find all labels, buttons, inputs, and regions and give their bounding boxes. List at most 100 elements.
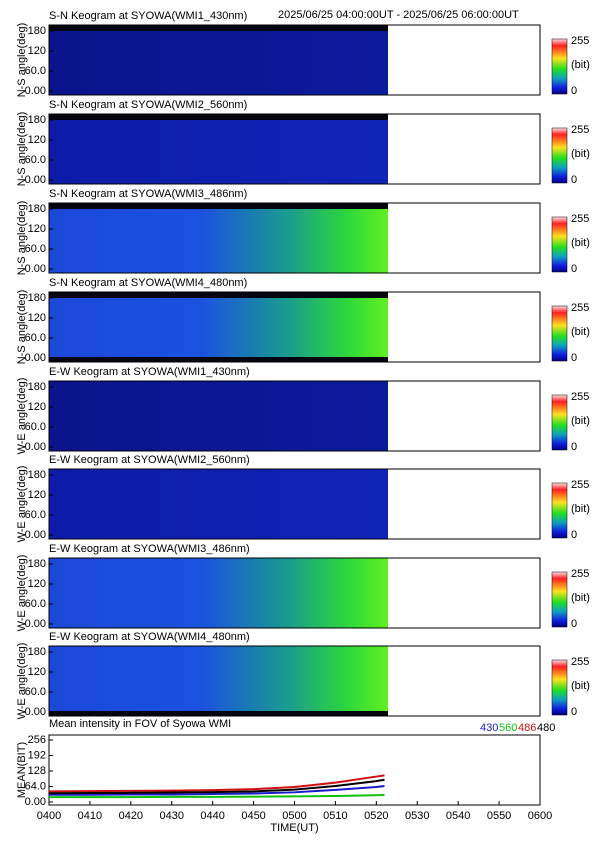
x-tick-label: 0450 (241, 810, 265, 822)
y-tick-label: 60.0 (25, 421, 46, 433)
y-tick-label: 60.0 (25, 598, 46, 610)
y-tick-label: 180 (28, 203, 46, 215)
panel-title: S-N Keogram at SYOWA(WMI1_430nm) (49, 10, 247, 22)
colorbar-unit: (bit) (571, 503, 590, 515)
keogram-dark-band (49, 203, 388, 209)
y-tick-label: 180 (28, 292, 46, 304)
panel-title: E-W Keogram at SYOWA(WMI3_486nm) (49, 543, 250, 555)
legend-entry: 480 (537, 722, 555, 734)
y-tick-label: 180 (28, 558, 46, 570)
keogram-image (49, 292, 388, 362)
y-tick-label: 120 (28, 578, 46, 590)
keogram-image (49, 646, 388, 716)
series-line (49, 793, 385, 799)
colorbar-unit: (bit) (571, 148, 590, 160)
keogram-image (49, 203, 388, 273)
colorbar-unit: (bit) (571, 237, 590, 249)
keogram-dark-band (49, 357, 388, 362)
colorbar (551, 482, 568, 539)
panel-title: E-W Keogram at SYOWA(WMI4_480nm) (49, 631, 250, 643)
keogram-image (49, 114, 388, 184)
frame (48, 202, 541, 274)
x-tick-label: 0400 (37, 810, 61, 822)
colorbar (551, 305, 568, 362)
y-tick-label: 0.00 (25, 796, 46, 808)
y-tick-label: 120 (28, 666, 46, 678)
colorbar (551, 38, 568, 95)
colorbar-unit: (bit) (571, 592, 590, 604)
x-tick-label: 0550 (487, 810, 511, 822)
colorbar-max: 255 (571, 568, 589, 580)
colorbar-max: 255 (571, 656, 589, 668)
colorbar (551, 127, 568, 184)
keogram-dark-band (49, 292, 388, 298)
y-tick-label: 180 (28, 469, 46, 481)
colorbar-unit: (bit) (571, 326, 590, 338)
y-tick-label: 120 (28, 489, 46, 501)
colorbar-min: 0 (571, 352, 577, 364)
legend-entry: 560 (499, 722, 517, 734)
series-line (48, 774, 385, 793)
keogram-image (49, 25, 388, 95)
x-tick-label: 0510 (323, 810, 347, 822)
chart-title: Mean intensity in FOV of Syowa WMI (49, 718, 231, 730)
y-tick-label: 60.0 (25, 332, 46, 344)
keogram-image (49, 381, 388, 451)
y-tick-label: 60.0 (25, 243, 46, 255)
y-axis-label: N-S angle(deg) (16, 201, 28, 276)
keogram-image (49, 558, 388, 628)
colorbar-min: 0 (571, 174, 577, 186)
panel-title: S-N Keogram at SYOWA(WMI3_486nm) (49, 188, 247, 200)
colorbar (551, 659, 568, 716)
panel-title: E-W Keogram at SYOWA(WMI1_430nm) (49, 366, 250, 378)
y-axis-label: MEAN(BIT) (16, 742, 28, 798)
y-axis-label: W-E angle(deg) (16, 378, 28, 455)
keogram-image (49, 469, 388, 539)
y-tick-label: 60.0 (25, 154, 46, 166)
y-tick-label: 180 (28, 646, 46, 658)
y-tick-label: 60.0 (25, 686, 46, 698)
x-tick-label: 0530 (405, 810, 429, 822)
x-tick-label: 0430 (160, 810, 184, 822)
frame (48, 557, 541, 629)
y-tick-label: 64.0 (25, 780, 46, 792)
y-tick-label: 192 (28, 749, 46, 761)
y-axis-label: N-S angle(deg) (16, 112, 28, 187)
y-tick-label: 0.00 (25, 441, 46, 453)
y-axis-label: W-E angle(deg) (16, 466, 28, 543)
y-tick-label: 0.00 (25, 85, 46, 97)
keogram-dark-band (49, 711, 388, 716)
y-axis-label: W-E angle(deg) (16, 643, 28, 720)
colorbar-min: 0 (571, 706, 577, 718)
colorbar-min: 0 (571, 618, 577, 630)
y-tick-label: 120 (28, 134, 46, 146)
colorbar-max: 255 (571, 124, 589, 136)
legend-entry: 486 (518, 722, 536, 734)
colorbar-max: 255 (571, 302, 589, 314)
colorbar-min: 0 (571, 263, 577, 275)
frame (48, 24, 541, 96)
frame (48, 380, 541, 452)
x-tick-label: 0600 (528, 810, 552, 822)
colorbar-unit: (bit) (571, 415, 590, 427)
y-tick-label: 0.00 (25, 263, 46, 275)
colorbar-unit: (bit) (571, 59, 590, 71)
y-tick-label: 120 (28, 45, 46, 57)
colorbar (551, 394, 568, 451)
x-axis-label: TIME(UT) (270, 822, 318, 834)
x-tick-label: 0540 (446, 810, 470, 822)
x-tick-label: 0420 (119, 810, 143, 822)
colorbar-max: 255 (571, 213, 589, 225)
colorbar-max: 255 (571, 479, 589, 491)
panel-title: S-N Keogram at SYOWA(WMI2_560nm) (49, 99, 247, 111)
x-tick-label: 0520 (364, 810, 388, 822)
y-tick-label: 128 (28, 765, 46, 777)
y-tick-label: 0.00 (25, 618, 46, 630)
frame (48, 645, 541, 717)
y-tick-label: 60.0 (25, 509, 46, 521)
y-tick-label: 120 (28, 223, 46, 235)
y-tick-label: 256 (28, 734, 46, 746)
y-axis-label: N-S angle(deg) (16, 290, 28, 365)
